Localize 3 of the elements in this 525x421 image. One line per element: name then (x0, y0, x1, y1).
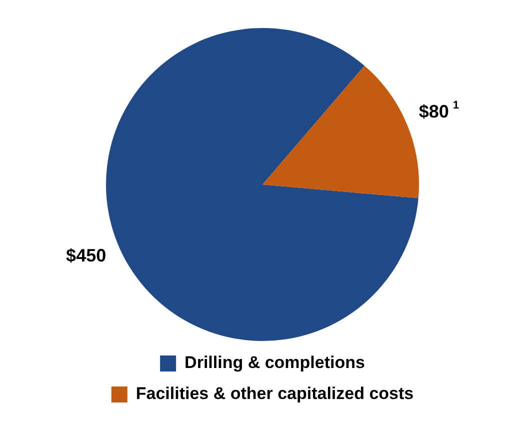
legend-label: Facilities & other capitalized costs (136, 384, 414, 404)
data-label: $450 (66, 245, 106, 266)
legend-label: Drilling & completions (184, 353, 365, 372)
